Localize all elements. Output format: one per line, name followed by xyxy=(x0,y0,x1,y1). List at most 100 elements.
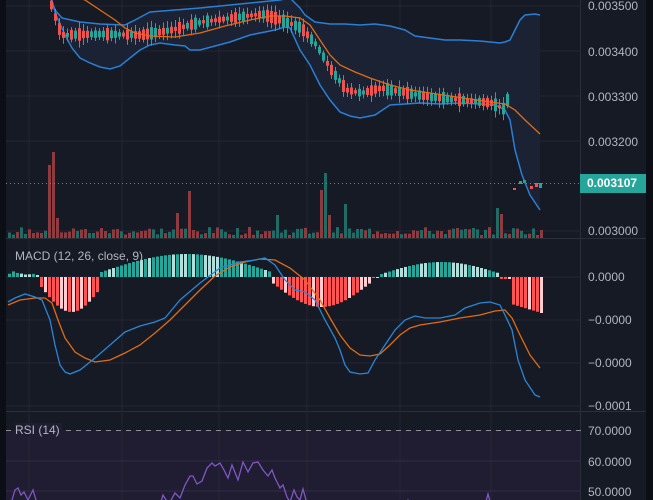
candle-body xyxy=(58,23,61,35)
macd-histogram-bar xyxy=(28,274,31,277)
volume-bar xyxy=(44,230,47,238)
candle-body xyxy=(350,87,353,95)
macd-histogram-bar xyxy=(124,264,127,277)
candle-body xyxy=(222,16,225,22)
macd-histogram-bar xyxy=(76,277,79,311)
macd-histogram-bar xyxy=(248,264,251,277)
candle-body xyxy=(302,24,305,37)
macd-histogram-bar xyxy=(532,277,535,311)
macd-histogram-bar xyxy=(56,277,59,306)
volume-bar xyxy=(40,232,43,238)
volume-bar xyxy=(460,229,463,238)
rsi-axis-label: 50.0000 xyxy=(588,485,632,499)
volume-bar xyxy=(340,233,343,238)
volume-bar xyxy=(60,232,63,238)
macd-histogram-bar xyxy=(100,272,103,277)
macd-histogram-bar xyxy=(464,264,467,277)
rsi-axis-label: 70.0000 xyxy=(588,424,632,438)
candle-body xyxy=(162,27,165,35)
macd-histogram-bar xyxy=(372,277,375,278)
volume-bar xyxy=(156,234,159,238)
volume-bar xyxy=(496,208,499,238)
candle-body xyxy=(366,88,369,95)
macd-histogram-bar xyxy=(456,263,459,277)
candle-body xyxy=(378,85,381,92)
candle-body xyxy=(470,98,473,104)
volume-bar xyxy=(364,230,367,238)
macd-histogram-bar xyxy=(324,277,327,307)
volume-bar xyxy=(388,233,391,238)
volume-bar xyxy=(84,229,87,238)
candle-body xyxy=(150,27,153,40)
volume-bar xyxy=(136,232,139,238)
candle-body xyxy=(539,183,542,188)
volume-bar xyxy=(348,228,351,238)
volume-bar xyxy=(168,231,171,238)
macd-histogram-bar xyxy=(440,262,443,277)
macd-histogram-bar xyxy=(508,277,511,279)
bollinger-lower xyxy=(50,0,541,211)
macd-histogram-bar xyxy=(384,272,387,277)
candle-body xyxy=(94,30,97,38)
candle-body xyxy=(242,11,245,22)
macd-histogram-bar xyxy=(540,277,543,313)
macd-histogram-bar xyxy=(352,277,355,296)
volume-bar xyxy=(180,228,183,238)
volume-bar xyxy=(32,233,35,238)
macd-signal-line xyxy=(7,258,541,369)
macd-histogram-bar xyxy=(480,268,483,277)
macd-histogram-bar xyxy=(200,254,203,277)
volume-bar xyxy=(420,230,423,238)
macd-histogram-bar xyxy=(132,261,135,277)
candle-body xyxy=(414,92,417,97)
rsi-line xyxy=(11,487,37,500)
candle-body xyxy=(286,17,289,28)
volume-bar xyxy=(108,233,111,238)
macd-histogram-bar xyxy=(172,254,175,277)
macd-histogram-bar xyxy=(288,277,291,296)
volume-bar xyxy=(196,231,199,238)
candle-body xyxy=(106,28,109,41)
volume-bar xyxy=(208,227,211,238)
volume-bar xyxy=(76,230,79,238)
candle-body xyxy=(194,17,197,30)
macd-histogram-bar xyxy=(268,271,271,277)
volume-bar xyxy=(36,232,39,238)
candle-body xyxy=(190,19,193,30)
candle-body xyxy=(490,99,493,107)
macd-histogram-bar xyxy=(244,263,247,277)
volume-bar xyxy=(120,231,123,238)
candle-body xyxy=(294,20,297,31)
candle-body xyxy=(374,85,377,94)
macd-histogram-bar xyxy=(316,277,319,307)
macd-histogram-bar xyxy=(240,262,243,277)
volume-bar xyxy=(204,233,207,238)
volume-bar xyxy=(140,231,143,238)
volume-bar xyxy=(308,233,311,238)
volume-bar xyxy=(96,231,99,238)
volume-bar xyxy=(400,234,403,238)
macd-histogram-bar xyxy=(216,256,219,277)
macd-histogram-bar xyxy=(228,259,231,277)
candle-body xyxy=(266,9,269,22)
volume-bar xyxy=(240,234,243,238)
volume-bar xyxy=(408,233,411,238)
macd-histogram-bar xyxy=(160,255,163,277)
macd-histogram-bar xyxy=(252,266,255,277)
macd-histogram-bar xyxy=(296,277,299,301)
volume-bar xyxy=(100,228,103,238)
macd-histogram-bar xyxy=(204,255,207,277)
macd-axis-label: −0.0001 xyxy=(588,399,632,413)
candle-body xyxy=(430,92,433,102)
macd-histogram-bar xyxy=(520,277,523,307)
candle-body xyxy=(494,98,497,112)
volume-bar xyxy=(16,232,19,238)
candle-body xyxy=(182,24,185,29)
volume-bar xyxy=(232,234,235,238)
volume-bar xyxy=(148,228,151,238)
macd-line xyxy=(7,257,541,398)
candle-body xyxy=(478,97,481,106)
volume-bar xyxy=(520,230,523,238)
candle-body xyxy=(450,95,453,103)
